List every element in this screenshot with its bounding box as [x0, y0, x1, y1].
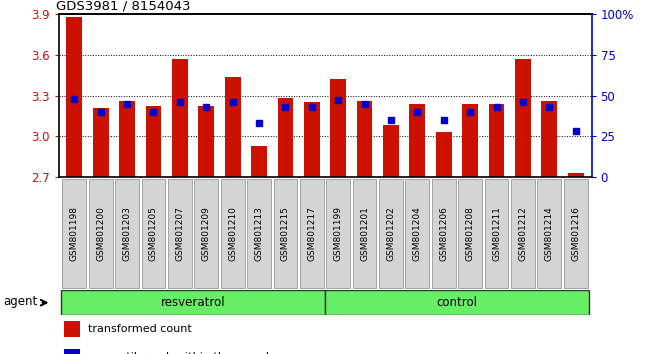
Text: GSM801213: GSM801213 [255, 206, 263, 261]
FancyBboxPatch shape [194, 179, 218, 288]
Bar [146, 107, 161, 177]
FancyBboxPatch shape [221, 179, 244, 288]
Text: GSM801204: GSM801204 [413, 206, 422, 261]
Bar [64, 321, 80, 337]
FancyBboxPatch shape [326, 179, 350, 288]
Bar [515, 59, 531, 177]
Text: GSM801214: GSM801214 [545, 206, 554, 261]
Text: GSM801210: GSM801210 [228, 206, 237, 261]
Text: GSM801215: GSM801215 [281, 206, 290, 261]
FancyBboxPatch shape [511, 179, 535, 288]
Bar [357, 101, 372, 177]
Text: GSM801206: GSM801206 [439, 206, 448, 261]
Bar [66, 17, 83, 177]
Text: GSM801202: GSM801202 [387, 206, 395, 261]
Text: GSM801217: GSM801217 [307, 206, 317, 261]
Bar [489, 104, 504, 177]
FancyBboxPatch shape [168, 179, 192, 288]
FancyBboxPatch shape [142, 179, 165, 288]
FancyBboxPatch shape [325, 290, 589, 315]
Text: GSM801211: GSM801211 [492, 206, 501, 261]
FancyBboxPatch shape [353, 179, 376, 288]
FancyBboxPatch shape [62, 179, 86, 288]
FancyBboxPatch shape [274, 179, 297, 288]
Bar [541, 101, 557, 177]
Text: GSM801200: GSM801200 [96, 206, 105, 261]
Text: agent: agent [3, 295, 37, 308]
Bar [304, 102, 320, 177]
Text: GSM801216: GSM801216 [571, 206, 580, 261]
Bar [251, 146, 267, 177]
Text: transformed count: transformed count [88, 324, 192, 334]
FancyBboxPatch shape [115, 179, 139, 288]
Bar [198, 107, 214, 177]
Bar [330, 79, 346, 177]
Bar [436, 132, 452, 177]
Text: resveratrol: resveratrol [161, 296, 226, 309]
Bar [172, 59, 188, 177]
FancyBboxPatch shape [379, 179, 403, 288]
Bar [383, 125, 399, 177]
FancyBboxPatch shape [485, 179, 508, 288]
Text: GSM801207: GSM801207 [176, 206, 185, 261]
Text: GSM801198: GSM801198 [70, 206, 79, 261]
Text: GSM801209: GSM801209 [202, 206, 211, 261]
Bar [410, 104, 425, 177]
FancyBboxPatch shape [89, 179, 112, 288]
FancyBboxPatch shape [300, 179, 324, 288]
Text: GDS3981 / 8154043: GDS3981 / 8154043 [56, 0, 190, 13]
FancyBboxPatch shape [432, 179, 456, 288]
Bar [567, 173, 584, 177]
Bar [119, 101, 135, 177]
Text: GSM801201: GSM801201 [360, 206, 369, 261]
Bar [93, 108, 109, 177]
Bar [462, 104, 478, 177]
Text: GSM801203: GSM801203 [123, 206, 131, 261]
Bar [225, 76, 240, 177]
Text: GSM801199: GSM801199 [333, 206, 343, 261]
Bar [64, 349, 80, 354]
FancyBboxPatch shape [406, 179, 429, 288]
Text: GSM801212: GSM801212 [519, 206, 527, 261]
FancyBboxPatch shape [564, 179, 588, 288]
FancyBboxPatch shape [458, 179, 482, 288]
Text: GSM801208: GSM801208 [465, 206, 474, 261]
Text: GSM801205: GSM801205 [149, 206, 158, 261]
FancyBboxPatch shape [538, 179, 561, 288]
Bar [278, 98, 293, 177]
Text: control: control [436, 296, 478, 309]
FancyBboxPatch shape [61, 290, 325, 315]
FancyBboxPatch shape [247, 179, 271, 288]
Text: percentile rank within the sample: percentile rank within the sample [88, 352, 276, 354]
